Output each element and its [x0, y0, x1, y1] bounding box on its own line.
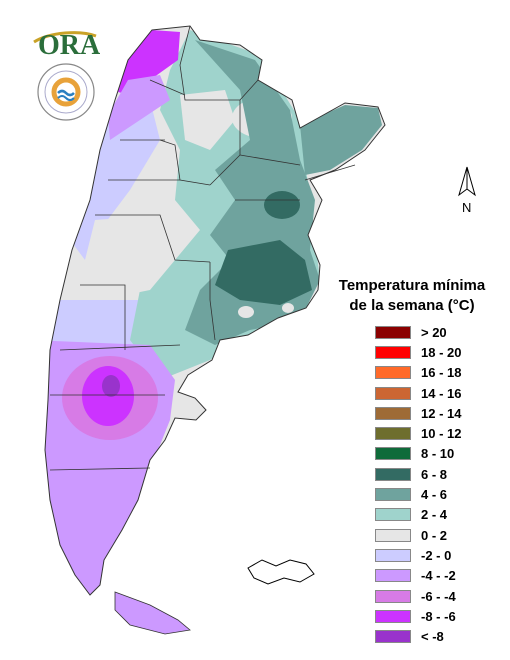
- legend-swatch: [375, 447, 411, 461]
- legend-label: 14 - 16: [421, 385, 462, 401]
- ora-logo: ORA: [33, 30, 100, 58]
- legend-swatch: [375, 427, 411, 441]
- legend-label: 0 - 2: [421, 527, 448, 543]
- legend-item: -8 - -6: [375, 606, 502, 626]
- zone-6-8-corrientes: [264, 191, 300, 219]
- legend-label: 8 - 10: [421, 446, 455, 462]
- legend-item: > 20: [375, 322, 502, 342]
- zone-0-2-west: [85, 215, 175, 300]
- legend-swatch: [375, 467, 411, 481]
- zone-minus4-minus2-puna: [108, 75, 170, 140]
- legend-swatch: [375, 345, 411, 359]
- legend-item: -6 - -4: [375, 586, 502, 606]
- legend-item: 8 - 10: [375, 444, 502, 464]
- north-arrow-icon: N: [458, 166, 476, 215]
- legend-label: -6 - -4: [421, 588, 456, 604]
- legend-title-line2: de la semana (°C): [349, 297, 475, 314]
- legend-swatch: [375, 386, 411, 400]
- legend-item: 14 - 16: [375, 383, 502, 403]
- legend-item: 2 - 4: [375, 505, 502, 525]
- legend-swatch: [375, 406, 411, 420]
- legend-label: -4 - -2: [421, 568, 456, 584]
- legend-item: -2 - 0: [375, 545, 502, 565]
- legend-label: -8 - -6: [421, 608, 456, 624]
- islas-malvinas: [247, 559, 315, 585]
- zone-6-8-litoral: [215, 240, 312, 305]
- province-borders: [44, 25, 386, 596]
- zone-minus8-minus6-puna: [118, 30, 180, 95]
- legend-item: 0 - 2: [375, 525, 502, 545]
- legend-label: 10 - 12: [421, 426, 462, 442]
- north-label: N: [462, 200, 471, 215]
- legend-item: < -8: [375, 626, 502, 646]
- legend-item: 12 - 14: [375, 403, 502, 423]
- legend-label: 12 - 14: [421, 405, 462, 421]
- tierra-del-fuego: [114, 591, 191, 635]
- legend-swatch: [375, 548, 411, 562]
- spot-0-2-b: [282, 303, 294, 313]
- legend-item: 18 - 20: [375, 342, 502, 362]
- legend-items: > 20 18 - 20 16 - 18 14 - 16 12 - 14 10 - 12 8…: [375, 322, 502, 647]
- legend-label: < -8: [421, 629, 444, 645]
- legend-label: 16 - 18: [421, 365, 462, 381]
- legend-swatch: [375, 528, 411, 542]
- zone-4-6-mesopotamia: [300, 105, 382, 175]
- smn-seal-logo: [37, 63, 95, 121]
- svg-text:ORA: ORA: [38, 30, 100, 58]
- zone-below-minus8: [102, 375, 120, 397]
- legend-item: 10 - 12: [375, 423, 502, 443]
- legend-swatch: [375, 609, 411, 623]
- legend-swatch: [375, 630, 411, 644]
- legend-item: 6 - 8: [375, 464, 502, 484]
- legend-swatch: [375, 569, 411, 583]
- zone-0-2-center: [180, 90, 235, 150]
- legend-swatch: [375, 366, 411, 380]
- legend-swatch: [375, 488, 411, 502]
- legend-label: 2 - 4: [421, 507, 448, 523]
- legend-item: 16 - 18: [375, 363, 502, 383]
- legend-label: -2 - 0: [421, 547, 452, 563]
- legend-title-line1: Temperatura mínima: [338, 277, 486, 294]
- legend-label: 18 - 20: [421, 344, 462, 360]
- legend-title: Temperatura mínima de la semana (°C): [322, 276, 502, 316]
- legend-item: 4 - 6: [375, 484, 502, 504]
- legend-label: > 20: [421, 324, 447, 340]
- legend-swatch: [375, 508, 411, 522]
- legend-swatch: [375, 589, 411, 603]
- legend-item: -4 - -2: [375, 566, 502, 586]
- legend-swatch: [375, 325, 411, 339]
- legend-label: 4 - 6: [421, 487, 448, 503]
- map-legend: Temperatura mínima de la semana (°C) > 2…: [322, 276, 502, 647]
- legend-label: 6 - 8: [421, 466, 448, 482]
- spot-0-2-a: [238, 306, 254, 318]
